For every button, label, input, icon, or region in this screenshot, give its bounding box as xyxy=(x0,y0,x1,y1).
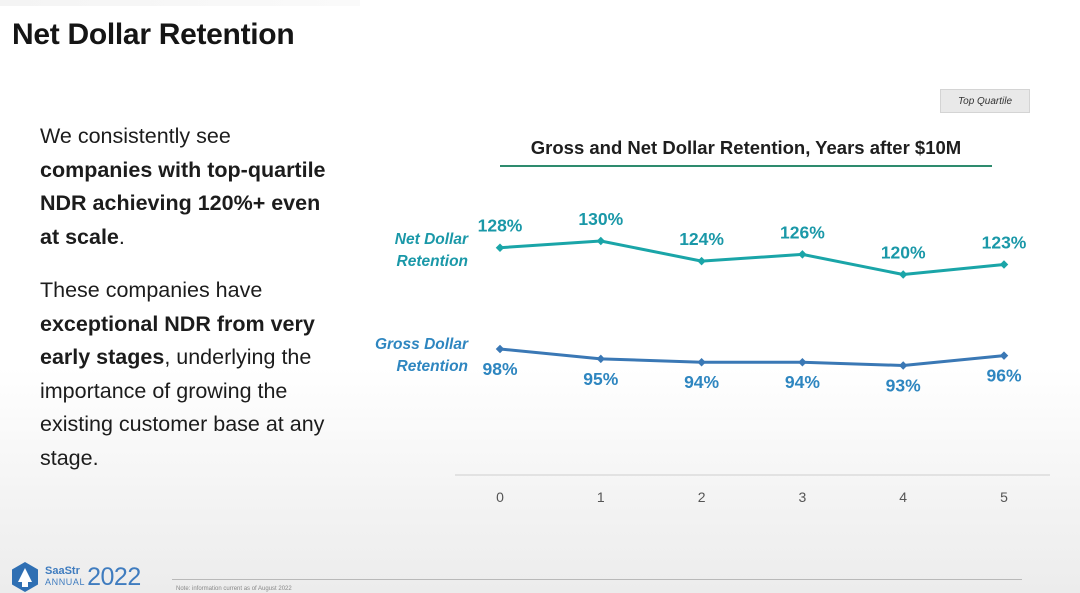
data-label: 124% xyxy=(679,229,724,249)
saastr-logo: SaaStr ANNUAL 2022 xyxy=(10,561,141,593)
series-label-gross-line-1: Gross Dollar xyxy=(374,336,468,353)
data-label: 123% xyxy=(982,232,1027,252)
data-label: 94% xyxy=(684,372,719,392)
paragraph-1-span-0: We consistently see xyxy=(40,124,231,148)
data-label: 126% xyxy=(780,222,825,242)
paragraph-2: These companies have exceptional NDR fro… xyxy=(40,274,340,475)
data-label: 95% xyxy=(583,369,618,389)
data-point xyxy=(596,354,606,364)
x-tick-label: 0 xyxy=(496,489,504,505)
data-label: 130% xyxy=(578,209,623,229)
data-point xyxy=(596,236,606,246)
data-point xyxy=(898,361,908,370)
series-line-net xyxy=(499,239,1005,276)
data-label: 98% xyxy=(482,359,517,379)
top-decoration-strip xyxy=(0,0,360,6)
paragraph-2-span-2: , underlying the importance of growing t… xyxy=(40,345,325,470)
series-line-gross xyxy=(499,347,1005,367)
data-label: 128% xyxy=(478,216,523,236)
data-point xyxy=(999,260,1009,269)
chart-title: Gross and Net Dollar Retention, Years af… xyxy=(530,137,962,158)
data-point xyxy=(898,270,908,279)
x-tick-label: 2 xyxy=(698,489,706,505)
data-label: 93% xyxy=(886,376,921,396)
data-label: 96% xyxy=(986,366,1021,386)
data-label: 120% xyxy=(881,243,926,263)
series-label-net-line-2: Retention xyxy=(396,253,468,270)
paragraph-1: We consistently see companies with top-q… xyxy=(40,120,340,254)
chart-title-underline xyxy=(500,165,992,167)
logo-event: ANNUAL xyxy=(45,577,86,587)
series-label-net-dollar-retention: Net Dollar Retention xyxy=(348,229,468,273)
page-title: Net Dollar Retention xyxy=(12,18,295,51)
data-point xyxy=(798,250,807,259)
x-tick-label: 1 xyxy=(597,489,605,505)
x-tick-label: 5 xyxy=(1000,489,1008,505)
saastr-logo-icon xyxy=(12,562,38,592)
logo-text: SaaStr ANNUAL xyxy=(45,566,85,588)
data-label: 94% xyxy=(785,372,820,392)
footer-note: Note: information current as of August 2… xyxy=(176,586,292,592)
top-quartile-badge: Top Quartile xyxy=(940,89,1030,113)
data-point xyxy=(495,243,505,252)
logo-year: 2022 xyxy=(87,562,141,591)
footer-divider xyxy=(172,579,1022,580)
data-point xyxy=(999,351,1009,360)
paragraph-1-span-1: companies with top-quartile NDR achievin… xyxy=(40,157,326,249)
body-text: We consistently see companies with top-q… xyxy=(40,120,340,495)
series-label-gross-dollar-retention: Gross Dollar Retention xyxy=(348,334,468,378)
paragraph-2-span-0: These companies have xyxy=(40,278,263,302)
series-label-gross-line-2: Retention xyxy=(396,358,468,375)
x-tick-label: 3 xyxy=(799,489,807,505)
series-label-net-line-1: Net Dollar xyxy=(394,231,468,248)
paragraph-2-span-1: exceptional NDR from very early stages xyxy=(40,311,315,370)
x-tick-label: 4 xyxy=(899,489,907,505)
paragraph-1-span-2: . xyxy=(118,224,125,249)
data-point xyxy=(495,344,505,354)
data-point xyxy=(697,256,706,266)
data-point xyxy=(798,357,807,367)
data-point xyxy=(697,357,706,367)
logo-name: SaaStr xyxy=(45,565,80,577)
